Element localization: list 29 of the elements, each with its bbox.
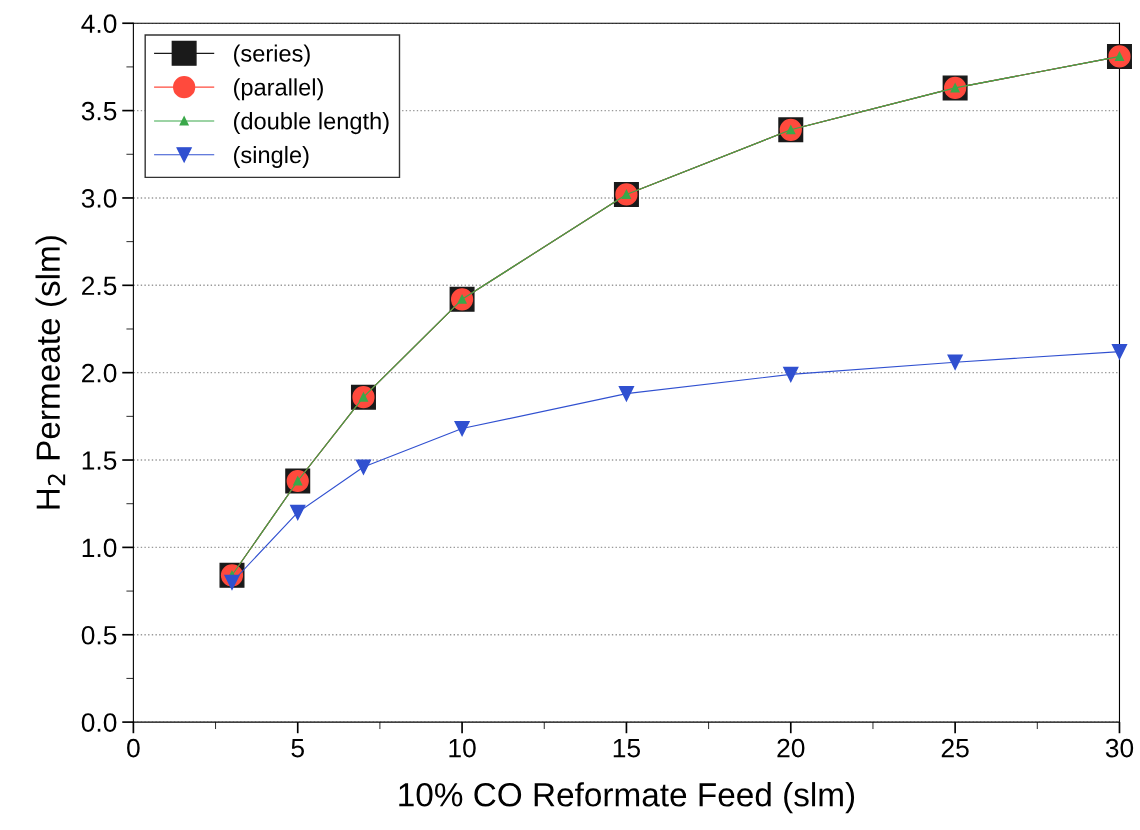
x-tick-label: 15: [613, 739, 640, 758]
x-tick-label: 30: [1105, 738, 1134, 758]
y-tick-label: 4.0: [81, 14, 117, 34]
x-tick-label: 0: [127, 738, 140, 758]
y-tick-label: 0.0: [81, 713, 117, 732]
legend-label: (parallel): [234, 78, 323, 101]
point: [1111, 344, 1128, 360]
y-tick-label: 2.5: [82, 276, 117, 296]
legend-label: (single): [234, 145, 309, 168]
x-tick-label: 20: [777, 738, 805, 758]
point: [947, 354, 963, 370]
legend-label: (double length): [234, 112, 389, 135]
y-tick-label: 3.5: [81, 101, 117, 121]
point: [783, 366, 799, 383]
y-tick-label: 1.5: [82, 451, 117, 470]
point: [454, 420, 470, 437]
y-tick-label: 1.0: [82, 538, 117, 558]
y-tick-label: 2.0: [82, 363, 117, 383]
x-axis-title: 10% CO Reformate Feed (slm): [399, 782, 855, 814]
point: [618, 385, 635, 402]
x-tick-label: 25: [941, 738, 969, 758]
y-tick-label: 3.0: [81, 189, 117, 208]
legend-label: (series): [234, 44, 310, 67]
y-tick-label: 0.5: [81, 625, 117, 645]
point: [290, 504, 306, 521]
x-tick-label: 5: [291, 739, 304, 758]
point: [355, 459, 372, 475]
x-tick-label: 10: [449, 738, 476, 758]
y-axis-title: H$_{2}$ Permeate (slm): [35, 236, 67, 509]
